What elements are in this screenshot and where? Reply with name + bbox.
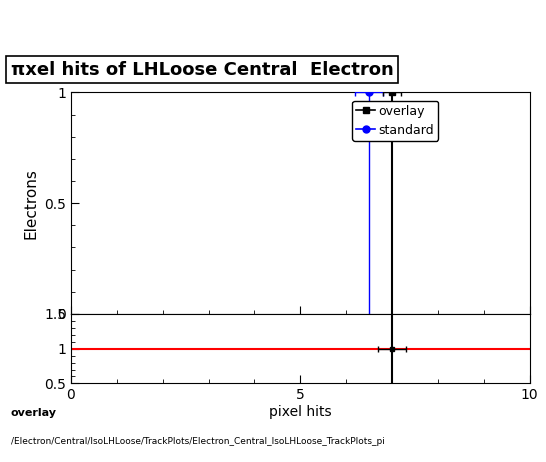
Legend: overlay, standard: overlay, standard bbox=[352, 101, 438, 140]
Text: /Electron/Central/IsoLHLoose/TrackPlots/Electron_Central_IsoLHLoose_TrackPlots_p: /Electron/Central/IsoLHLoose/TrackPlots/… bbox=[11, 437, 385, 445]
Text: overlay: overlay bbox=[11, 408, 57, 418]
Y-axis label: Electrons: Electrons bbox=[23, 168, 39, 238]
X-axis label: pixel hits: pixel hits bbox=[269, 405, 331, 419]
Text: πxel hits of LHLoose Central  Electron: πxel hits of LHLoose Central Electron bbox=[11, 61, 394, 79]
